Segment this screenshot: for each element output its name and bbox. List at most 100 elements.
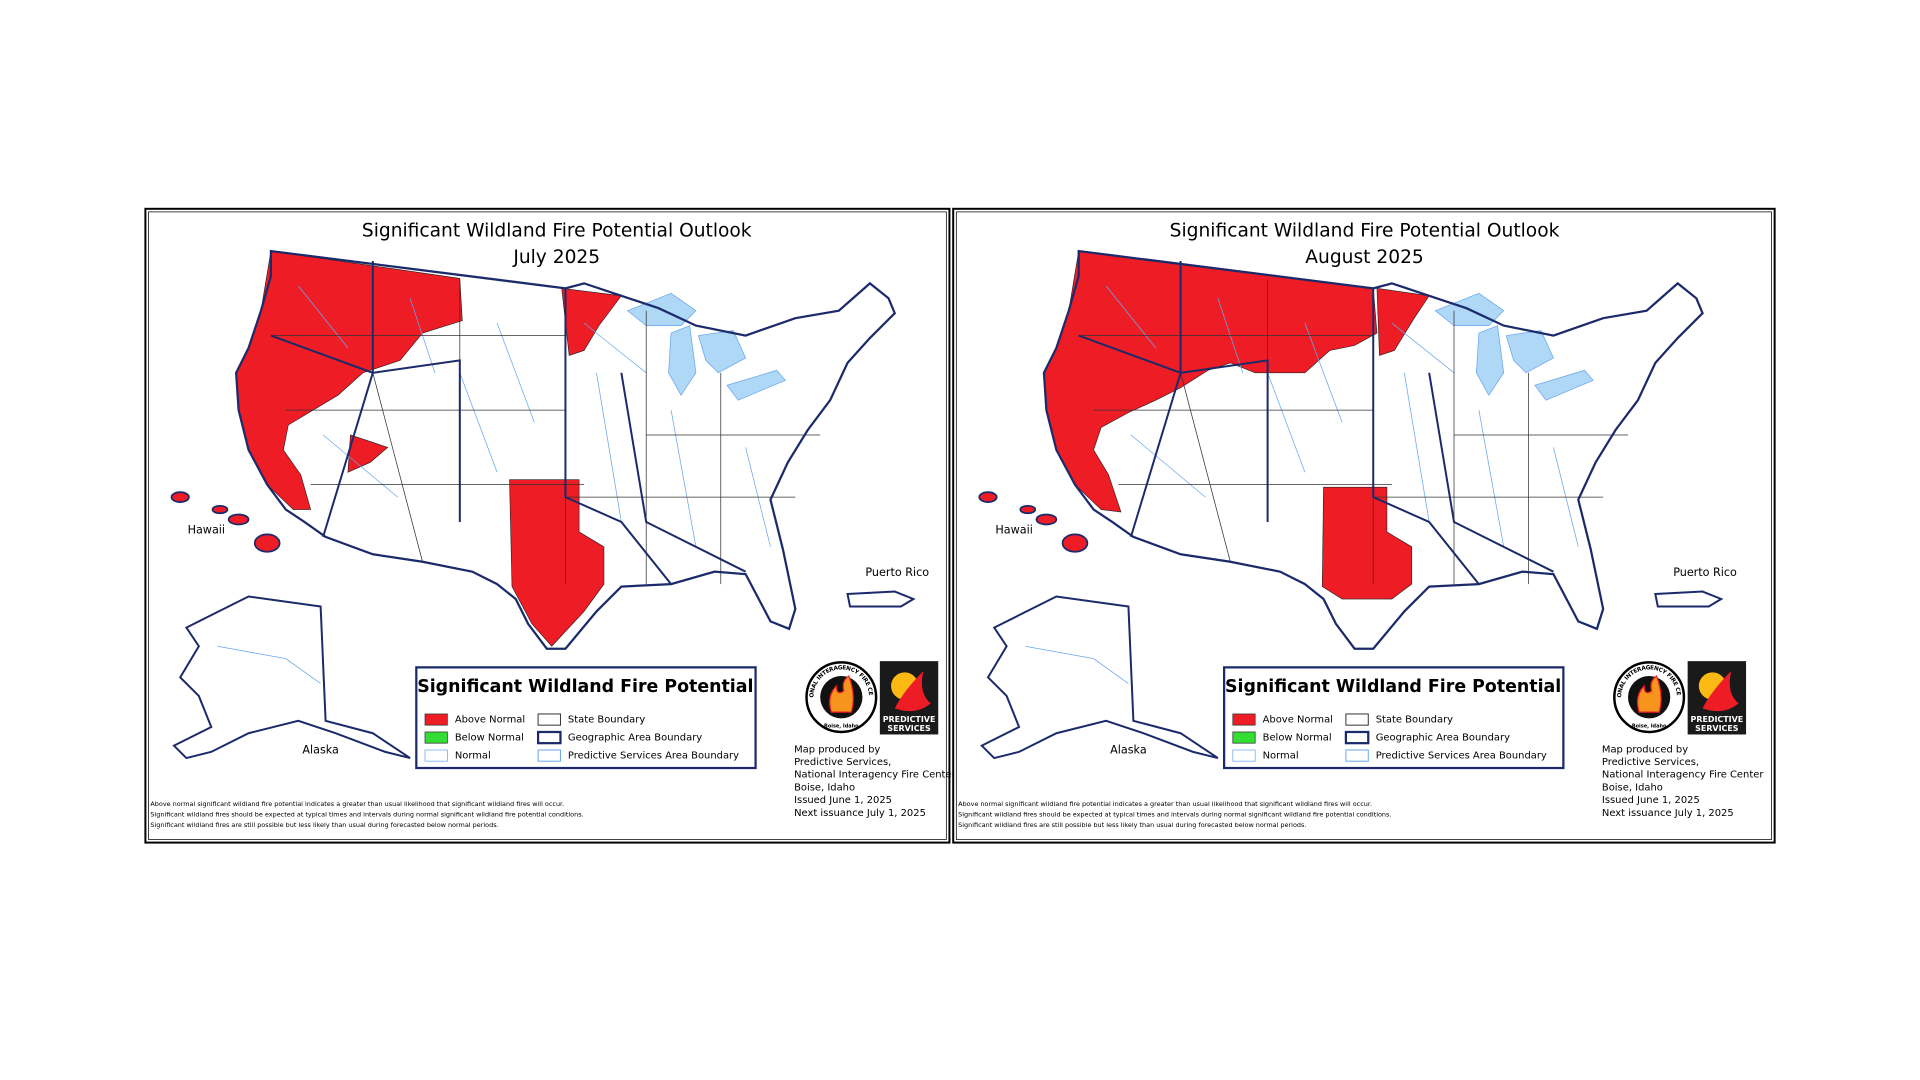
hawaii-island: [170, 491, 190, 503]
psa-boundary: [1478, 410, 1505, 547]
legend-label: State Boundary: [1376, 715, 1453, 726]
legend-label: Geographic Area Boundary: [1376, 733, 1510, 744]
ps-logo-flame: [1702, 671, 1739, 712]
footnote: Significant wildland fires should be exp…: [150, 811, 583, 819]
nifc-flame: [829, 675, 854, 713]
hawaii-island: [253, 533, 281, 553]
gacc-boundary: [1372, 288, 1480, 585]
credit-line: Issued June 1, 2025: [794, 795, 892, 806]
place-label: Puerto Rico: [1673, 566, 1737, 579]
lake: [726, 369, 787, 401]
legend-label: Geographic Area Boundary: [568, 733, 702, 744]
alaska: [980, 595, 1219, 760]
legend-swatch: [1345, 749, 1369, 762]
psa-boundary: [322, 434, 398, 498]
above-normal-area: [1376, 287, 1430, 356]
psa-boundary: [1025, 645, 1129, 684]
lake: [1476, 325, 1505, 396]
ps-logo-text: PREDICTIVE: [883, 715, 936, 724]
psa-boundary: [1267, 372, 1306, 473]
hawaii-island: [1035, 513, 1058, 526]
ps-logo-flame: [894, 671, 931, 712]
ps-logo-text: SERVICES: [1695, 724, 1739, 733]
credit-line: Map produced by: [1602, 744, 1688, 755]
ps-logo-text: SERVICES: [887, 724, 931, 733]
above-normal-area: [561, 287, 622, 356]
state-boundary: [372, 372, 423, 562]
place-label: Alaska: [1110, 744, 1147, 757]
nifc-logo-city: Boise, Idaho: [1632, 723, 1667, 729]
legend-swatch: [424, 713, 448, 726]
legend-label: State Boundary: [568, 715, 645, 726]
hawaii-island: [1061, 533, 1089, 553]
legend-swatch: [424, 731, 448, 744]
credit-line: Predictive Services,: [1602, 757, 1699, 768]
place-label: Puerto Rico: [865, 566, 929, 579]
legend-label: Above Normal: [455, 715, 525, 726]
footnote: Significant wildland fires should be exp…: [958, 811, 1391, 819]
gacc-boundary: [1078, 334, 1269, 522]
legend-swatch: [1345, 713, 1369, 726]
puerto-rico: [1654, 590, 1724, 608]
legend-swatch: [1232, 749, 1256, 762]
map-title: Significant Wildland Fire Potential Outl…: [362, 221, 752, 242]
legend-label: Normal: [1263, 751, 1299, 762]
legend-swatch: [537, 749, 561, 762]
credit-line: Map produced by: [794, 744, 880, 755]
lake: [1534, 369, 1594, 401]
gacc-boundary: [564, 288, 672, 585]
above-normal-area: [347, 434, 389, 473]
footnote: Significant wildland fires are still pos…: [150, 821, 498, 829]
map-subtitle: July 2025: [512, 247, 600, 268]
psa-boundary: [1391, 322, 1455, 374]
hawaii-island: [978, 491, 998, 503]
gacc-boundary: [620, 372, 747, 573]
legend-swatch: [1344, 730, 1370, 745]
legend-label: Below Normal: [1263, 733, 1332, 744]
map-subtitle: August 2025: [1305, 247, 1424, 268]
map-panel: Significant Wildland Fire Potential Outl…: [951, 206, 1776, 844]
credit-line: National Interagency Fire Center: [794, 770, 956, 781]
hawaii-island: [211, 504, 229, 515]
psa-boundary: [583, 322, 647, 374]
hawaii-island: [1019, 504, 1037, 515]
map-geometry: Hawaii Alaska Puerto Rico: [170, 249, 929, 760]
alaska: [172, 595, 411, 760]
gacc-boundary: [322, 372, 374, 538]
legend-label: Below Normal: [455, 733, 524, 744]
nifc-logo-city: Boise, Idaho: [824, 723, 859, 729]
credit-line: Next issuance July 1, 2025: [794, 808, 926, 819]
credit-line: Issued June 1, 2025: [1602, 795, 1700, 806]
footnote: Above normal significant wildland fire p…: [150, 800, 564, 808]
panel-inner-frame: [955, 211, 1772, 840]
psa-boundary: [297, 285, 349, 349]
conus-outline: [1042, 249, 1704, 650]
legend-swatch: [424, 749, 448, 762]
legend-label: Above Normal: [1263, 715, 1333, 726]
place-label: Alaska: [302, 744, 339, 757]
puerto-rico: [846, 590, 916, 608]
legend-label: Normal: [455, 751, 491, 762]
ps-logo-text: PREDICTIVE: [1691, 715, 1744, 724]
lake: [668, 325, 697, 396]
map-title: Significant Wildland Fire Potential Outl…: [1170, 221, 1560, 242]
legend-box: [1222, 666, 1565, 770]
psa-boundary: [1304, 322, 1343, 423]
place-label: Hawaii: [188, 524, 225, 537]
place-label: Hawaii: [995, 524, 1032, 537]
legend-title: Significant Wildland Fire Potential: [417, 677, 753, 697]
footnote: Above normal significant wildland fire p…: [958, 800, 1372, 808]
legend-swatch: [1232, 713, 1256, 726]
psa-boundary: [217, 645, 321, 684]
hawaii-island: [227, 513, 250, 526]
gacc-boundary: [1129, 372, 1182, 538]
map-geometry: Hawaii Alaska Puerto Rico: [978, 249, 1737, 760]
legend-swatch: [536, 730, 562, 745]
map-panel: Significant Wildland Fire Potential Outl…: [143, 206, 957, 844]
psa-boundary: [670, 410, 697, 547]
conus-outline: [234, 249, 897, 650]
nifc-flame: [1636, 675, 1662, 713]
footnote: Significant wildland fires are still pos…: [958, 821, 1306, 829]
legend-box: [415, 666, 757, 770]
